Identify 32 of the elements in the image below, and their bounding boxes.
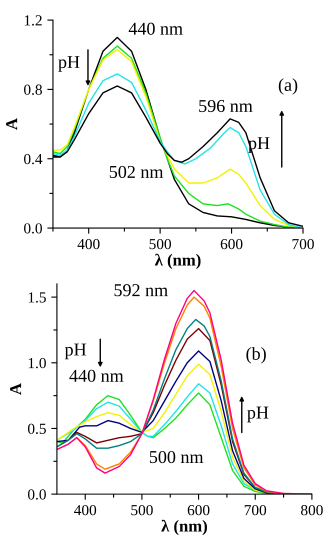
x-tick-label: 600 xyxy=(188,504,210,516)
annotation: pH xyxy=(247,406,268,422)
x-tick-label: 600 xyxy=(220,238,242,250)
x-tick-label: 500 xyxy=(131,504,153,516)
y-tick-label: 0.0 xyxy=(28,489,46,500)
y-tick-label: 0.8 xyxy=(24,84,42,95)
annotation: 440 nm xyxy=(128,22,183,35)
y-tick-label: 1.5 xyxy=(28,292,46,303)
x-axis-title: λ (nm) xyxy=(161,520,207,536)
annotation: 592 nm xyxy=(114,284,168,296)
x-tick-label: 800 xyxy=(301,504,323,516)
x-tick-label: 700 xyxy=(292,238,314,250)
annotation: pH xyxy=(58,56,80,72)
x-axis-title: λ (nm) xyxy=(154,254,201,270)
y-axis-title: A xyxy=(10,383,22,395)
annotation: 596 nm xyxy=(199,100,253,112)
x-tick-label: 700 xyxy=(244,504,266,516)
x-tick-label: 400 xyxy=(74,504,96,516)
annotation: pH xyxy=(64,344,86,360)
y-tick-label: 0.4 xyxy=(24,154,42,164)
y-tick-label: 0.5 xyxy=(28,424,46,434)
annotation: 502 nm xyxy=(110,166,164,178)
annotation: 440 nm xyxy=(69,370,124,382)
x-tick-label: 400 xyxy=(78,238,100,250)
y-tick-label: 1.0 xyxy=(28,358,46,368)
annotation: 500 nm xyxy=(150,450,204,464)
y-tick-label: 0.0 xyxy=(24,223,42,234)
y-axis-title: A xyxy=(6,118,18,130)
x-tick-label: 500 xyxy=(150,238,172,250)
y-tick-label: 1.2 xyxy=(24,15,42,26)
annotation: (a) xyxy=(278,78,298,95)
annotation: (b) xyxy=(246,347,266,364)
